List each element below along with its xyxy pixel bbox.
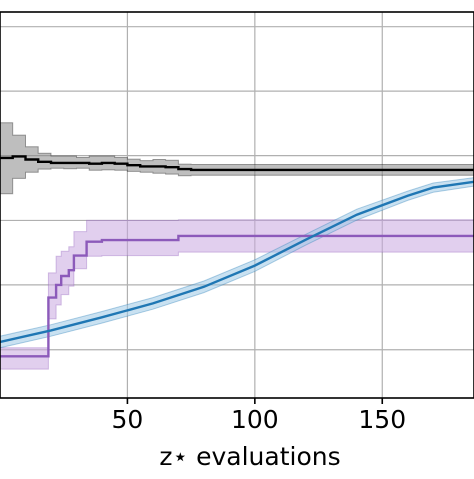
series-0-line xyxy=(0,155,474,172)
x-ticks: 50 100 150 xyxy=(112,398,406,434)
series-2-line xyxy=(0,180,474,344)
x-axis-label: z⋆ evaluations xyxy=(159,442,340,471)
series-lines xyxy=(0,155,474,358)
confidence-bands xyxy=(0,122,474,370)
series-2-band xyxy=(0,177,474,349)
series-1-line xyxy=(0,234,474,358)
grid xyxy=(0,12,474,398)
series-0-band xyxy=(0,122,474,195)
plot-frame xyxy=(0,11,474,399)
x-tick-label-2: 150 xyxy=(358,405,406,434)
series-1-band xyxy=(0,219,474,370)
x-tick-label-1: 100 xyxy=(231,405,279,434)
x-tick-label-0: 50 xyxy=(112,405,144,434)
